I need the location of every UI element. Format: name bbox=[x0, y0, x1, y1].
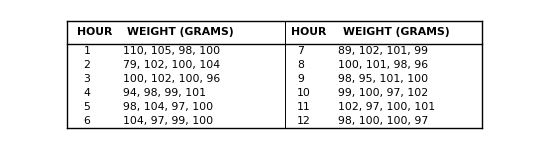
Text: 89, 102, 101, 99: 89, 102, 101, 99 bbox=[339, 46, 429, 56]
Text: 8: 8 bbox=[297, 60, 304, 70]
Text: 94, 98, 99, 101: 94, 98, 99, 101 bbox=[123, 88, 206, 98]
Text: 12: 12 bbox=[297, 116, 311, 126]
Text: 104, 97, 99, 100: 104, 97, 99, 100 bbox=[123, 116, 213, 126]
Text: 99, 100, 97, 102: 99, 100, 97, 102 bbox=[339, 88, 429, 98]
Text: 3: 3 bbox=[83, 74, 90, 84]
Text: 10: 10 bbox=[297, 88, 311, 98]
Text: 1: 1 bbox=[83, 46, 90, 56]
Text: HOUR: HOUR bbox=[291, 27, 326, 37]
Text: 102, 97, 100, 101: 102, 97, 100, 101 bbox=[339, 102, 435, 112]
Text: 100, 102, 100, 96: 100, 102, 100, 96 bbox=[123, 74, 220, 84]
Text: WEIGHT (GRAMS): WEIGHT (GRAMS) bbox=[342, 27, 449, 37]
Text: 9: 9 bbox=[297, 74, 304, 84]
Text: 79, 102, 100, 104: 79, 102, 100, 104 bbox=[123, 60, 220, 70]
Text: 98, 95, 101, 100: 98, 95, 101, 100 bbox=[339, 74, 429, 84]
Text: WEIGHT (GRAMS): WEIGHT (GRAMS) bbox=[127, 27, 234, 37]
Text: 7: 7 bbox=[297, 46, 304, 56]
Text: 100, 101, 98, 96: 100, 101, 98, 96 bbox=[339, 60, 429, 70]
Text: 6: 6 bbox=[83, 116, 90, 126]
Text: 98, 104, 97, 100: 98, 104, 97, 100 bbox=[123, 102, 213, 112]
Text: 5: 5 bbox=[83, 102, 90, 112]
Text: 2: 2 bbox=[83, 60, 90, 70]
Text: 110, 105, 98, 100: 110, 105, 98, 100 bbox=[123, 46, 220, 56]
Text: 4: 4 bbox=[83, 88, 90, 98]
Text: 98, 100, 100, 97: 98, 100, 100, 97 bbox=[339, 116, 429, 126]
Text: HOUR: HOUR bbox=[77, 27, 112, 37]
Text: 11: 11 bbox=[297, 102, 311, 112]
